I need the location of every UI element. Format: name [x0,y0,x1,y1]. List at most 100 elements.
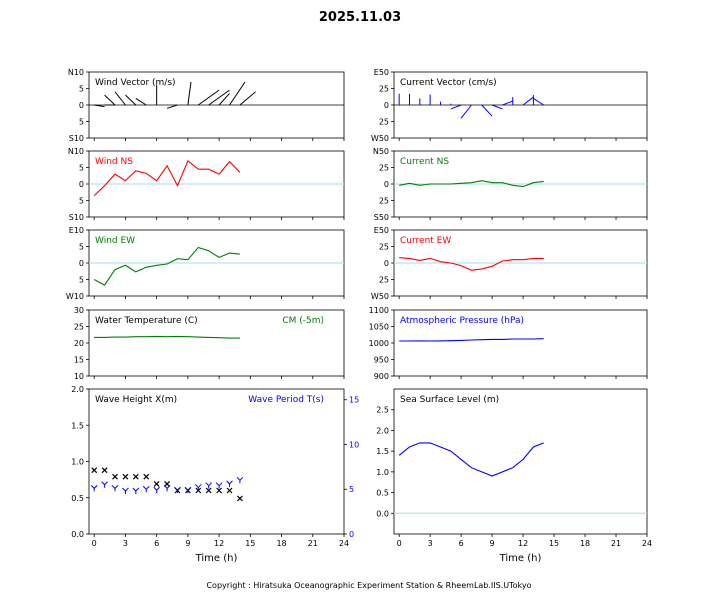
page-title: 2025.11.03 [318,10,402,25]
wave-height-point [205,487,212,494]
current-ns-series-line [399,180,544,188]
wind-vector-vector-mark [166,104,178,109]
wave-height-point [112,473,118,480]
sea-surface-level-xtick-label: 6 [459,539,464,548]
wind-ns-title: Wind NS [95,157,133,167]
wave-xtick-label: 12 [214,539,224,548]
wave-ytick-label: 0.5 [71,494,84,503]
wind-ns-series-line [93,160,241,196]
wave-height-marker-stroke [101,467,108,474]
wind-ew-series-line [93,246,240,286]
wave-height-marker-stroke [112,473,118,480]
current-ew-ytick-label: 0 [384,259,389,268]
current-ew-title: Current EW [400,236,451,246]
wind-vector-ytick-label: 5 [79,85,84,94]
wave-period-marker-stroke [114,484,119,489]
wind-vector-vector-mark [187,81,192,106]
current-vector-ytick-label: W50 [371,134,389,143]
wave-xtick-label: 24 [339,539,349,548]
water-temperature-ytick-label: 10 [74,372,84,381]
wave-height-marker-stroke [205,487,212,494]
wave-height-marker-stroke [122,473,129,480]
sea-surface-level-ytick-label: 1.5 [376,447,389,456]
current-vector-vector-mark [491,104,503,110]
wind-ew-ytick-label: W10 [66,292,84,301]
wave-height-marker-stroke [91,467,98,474]
wind-vector-vector-mark [114,91,126,106]
current-vector-vector-mark [533,97,545,106]
wave-period-marker-stroke [90,484,95,489]
current-ns-title: Current NS [400,157,449,167]
wave-period-marker-stroke [93,484,98,489]
wave-period-marker-stroke [229,480,233,485]
wind-ns-ytick-label: S10 [69,213,84,222]
water-temperature-ytick-label: 20 [74,339,84,348]
sea-surface-level-ytick-label: 0.0 [376,509,389,518]
copyright-text: Copyright : Hiratsuka Oceanographic Expe… [206,581,532,590]
wave-period-point [194,484,202,491]
wave-y2tick-label: 0 [349,530,354,539]
wave-xtick-label: 18 [276,539,286,548]
wind-vector-ytick-label: S10 [69,134,84,143]
atmospheric-pressure-series-line [399,338,544,342]
sea-surface-level-ytick-label: 2.0 [376,426,389,435]
atmospheric-pressure-ytick-label: 950 [374,356,389,365]
current-ew-ytick-label: W50 [371,292,389,301]
sea-surface-level-frame [393,388,648,535]
wave-period-marker-stroke [239,476,244,481]
current-ew-series-line [399,257,544,271]
wave-period-point [174,486,181,494]
wind-vector-ytick-label: 5 [79,118,84,127]
wave-xtick-label: 3 [123,539,128,548]
wave-period-marker-stroke [226,480,230,485]
wave-ytick-label: 1.5 [71,421,84,430]
current-vector-ytick-label: 25 [379,118,389,127]
wave-period-marker-stroke [111,484,116,489]
current-ns-ytick-label: N50 [373,147,389,156]
wind-ns-ytick-label: 0 [79,180,84,189]
wind-vector-vector-mark [104,94,116,106]
wave-height-point [143,473,150,480]
wave-period-point [236,476,244,484]
wave-height-marker-stroke [132,473,139,480]
wave-period-marker-stroke [208,482,213,487]
wind-vector-vector-mark [229,81,246,106]
water-temperature-subtitle: CM (-5m) [282,316,324,326]
wind-vector-vector-mark [208,89,230,106]
wave-period-marker-stroke [156,486,161,491]
current-vector-title: Current Vector (cm/s) [400,78,497,88]
sea-surface-level-xtick-label: 15 [549,539,559,548]
current-ew-ytick-label: 25 [379,276,389,285]
wave-subtitle: Wave Period T(s) [248,395,324,405]
current-ew-ytick-label: E50 [374,226,389,235]
sea-surface-level-xtick-label: 24 [642,539,652,548]
wave-period-point [122,487,129,495]
wave-xtick-label: 9 [185,539,190,548]
wave-period-marker-stroke [194,484,199,488]
wave-ytick-label: 2.0 [71,385,84,394]
sea-surface-level-xtick-label: 12 [518,539,528,548]
wind-vector-vector-mark [239,91,256,106]
wave-height-point [153,481,160,487]
wind-ew-ytick-label: 5 [79,276,84,285]
wave-period-point [111,484,119,492]
atmospheric-pressure-title: Atmospheric Pressure (hPa) [400,316,524,326]
sea-surface-level-ytick-label: 1.0 [376,468,389,477]
current-vector-vector-mark [450,104,462,110]
wave-period-marker-stroke [197,484,202,488]
wind-vector-vector-mark [125,94,137,106]
current-vector-ytick-label: 25 [379,85,389,94]
atmospheric-pressure-ytick-label: 1000 [369,339,389,348]
wave-period-point [184,486,192,494]
wave-period-marker-stroke [153,486,158,491]
wave-period-marker-stroke [135,487,140,492]
wave-title: Wave Height X(m) [95,395,177,405]
wave-height-marker-stroke [226,487,233,494]
wave-period-marker-stroke [187,486,192,491]
wind-vector-ytick-label: N10 [68,68,84,77]
wave-height-point [91,467,98,474]
wind-vector-vector-mark [135,97,147,106]
wave-period-marker-stroke [236,476,241,481]
wave-height-point [164,481,170,487]
current-ew-ytick-label: 25 [379,243,389,252]
